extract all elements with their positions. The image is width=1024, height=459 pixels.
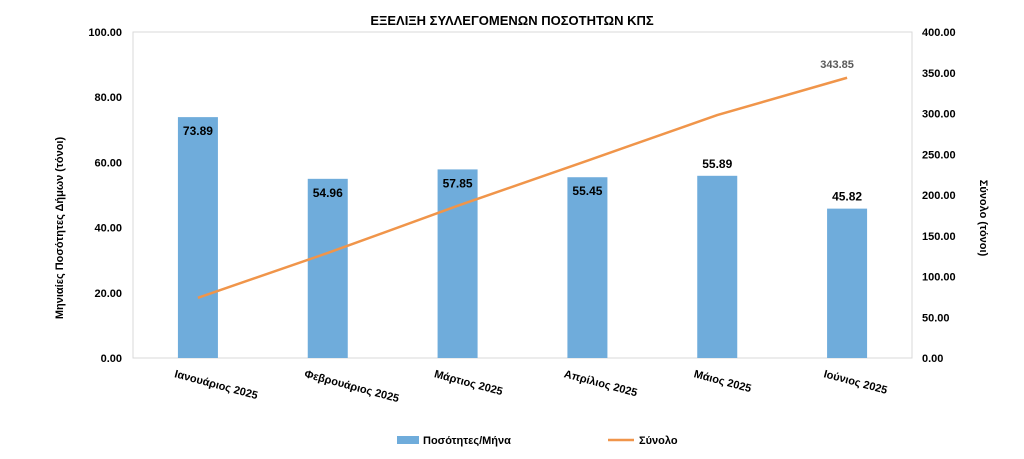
left-tick-label: 40.00 (94, 223, 122, 235)
left-axis-title: Μηνιαίες Ποσότητες Δήμων (τόνοι) (54, 137, 66, 320)
line-end-label: 343.85 (820, 59, 854, 71)
right-tick-label: 100.00 (922, 272, 956, 284)
bar-data-label: 57.85 (443, 176, 473, 190)
category-label: Απρίλιος 2025 (563, 368, 639, 399)
left-axis-ticks: 0.00 20.00 40.00 60.00 80.00 100.00 (88, 27, 122, 365)
bar (437, 169, 478, 358)
legend-label-line: Σύνολο (639, 435, 678, 447)
right-axis-ticks: 0.00 50.00 100.00 150.00 200.00 250.00 300.00 3… (922, 27, 956, 365)
plot-area (132, 31, 913, 359)
legend: Ποσότητες/Μήνα Σύνολο (397, 435, 678, 447)
right-tick-label: 350.00 (922, 68, 956, 80)
category-label: Ιανουάριος 2025 (173, 368, 259, 402)
total-line (197, 76, 848, 299)
left-tick-label: 20.00 (94, 288, 122, 300)
bar (827, 208, 868, 358)
bar-data-labels: 73.89 54.96 57.85 55.45 55.89 45.82 (183, 124, 863, 204)
line-series: 343.85 (197, 59, 854, 299)
category-labels: Ιανουάριος 2025 Φεβρουάριος 2025 Μάρτιος 2… (173, 368, 888, 405)
right-tick-label: 400.00 (922, 27, 956, 39)
category-label: Μάιος 2025 (692, 368, 752, 395)
bar (567, 177, 608, 358)
bar-data-label: 45.82 (832, 190, 862, 204)
bar-data-label: 55.45 (572, 184, 602, 198)
plot-border (132, 31, 913, 359)
right-tick-label: 200.00 (922, 190, 956, 202)
right-tick-label: 150.00 (922, 231, 956, 243)
bar (697, 175, 738, 358)
category-label: Ιούνιος 2025 (822, 368, 888, 396)
left-tick-label: 0.00 (101, 353, 122, 365)
bar-data-label: 73.89 (183, 124, 213, 138)
bar-data-label: 54.96 (313, 186, 343, 200)
bar (177, 117, 218, 359)
bar-data-label: 55.89 (702, 157, 732, 171)
bar-series (177, 117, 868, 359)
left-tick-label: 100.00 (88, 27, 122, 39)
right-tick-label: 300.00 (922, 109, 956, 121)
category-label: Φεβρουάριος 2025 (303, 368, 400, 405)
category-label: Μάρτιος 2025 (433, 368, 504, 398)
chart-title: ΕΞΕΛΙΞΗ ΣΥΛΛΕΓΟΜΕΝΩΝ ΠΟΣΟΤΗΤΩΝ ΚΠΣ (370, 13, 654, 28)
bar (307, 178, 348, 358)
left-tick-label: 80.00 (94, 92, 122, 104)
legend-swatch-bars (397, 436, 419, 444)
legend-label-bars: Ποσότητες/Μήνα (423, 435, 511, 447)
right-tick-label: 0.00 (922, 353, 943, 365)
right-tick-label: 250.00 (922, 149, 956, 161)
right-axis-title: Σύνολο (τόνοι) (977, 180, 989, 257)
left-tick-label: 60.00 (94, 157, 122, 169)
right-tick-label: 50.00 (922, 312, 950, 324)
